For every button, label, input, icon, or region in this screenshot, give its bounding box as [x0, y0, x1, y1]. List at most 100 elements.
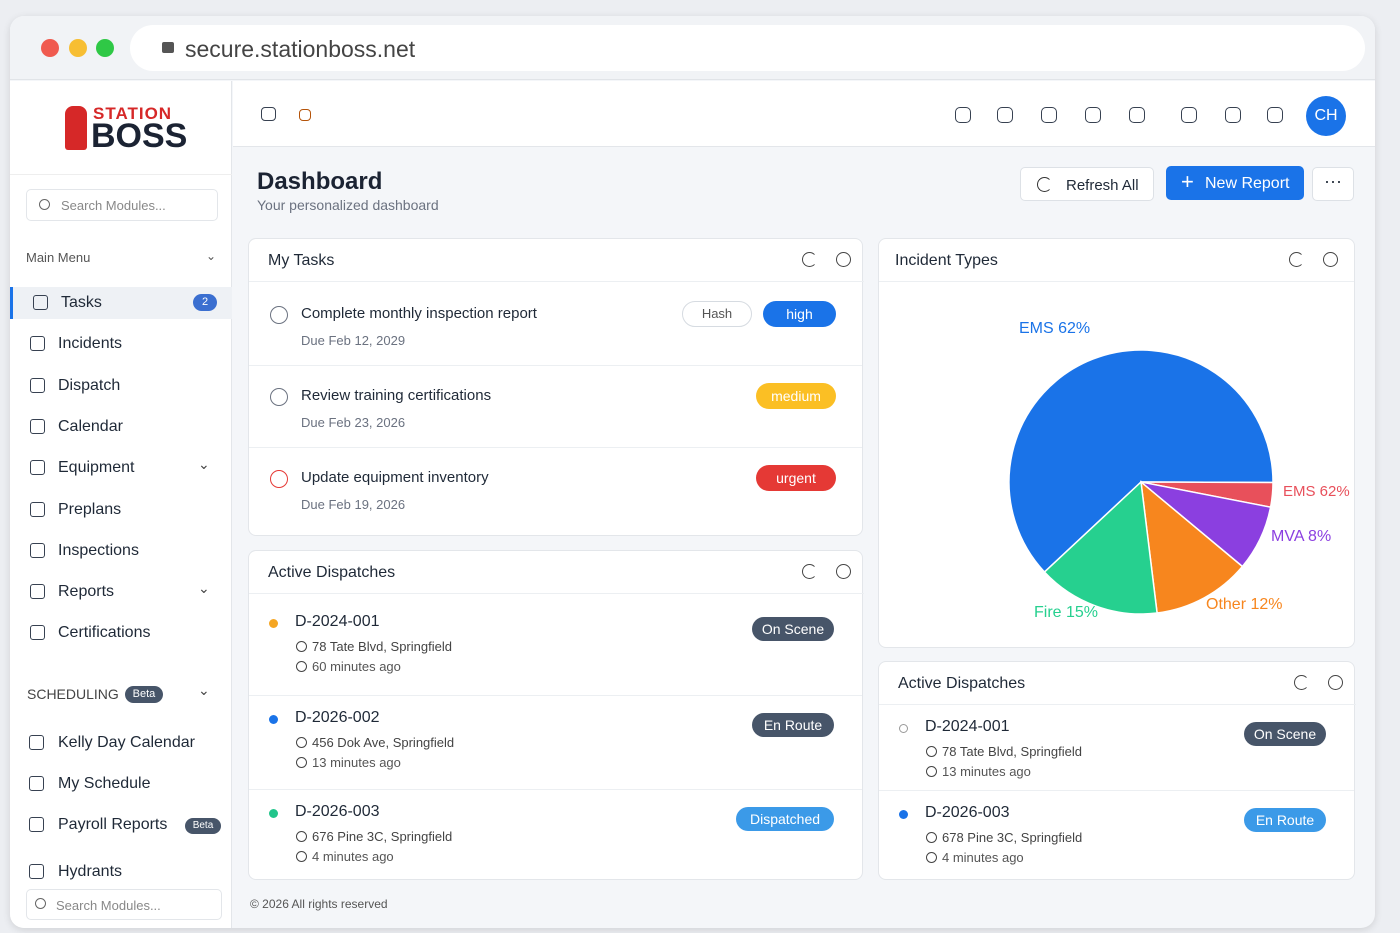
menu-item[interactable]: Inspections	[10, 535, 232, 567]
pin-icon	[296, 737, 307, 748]
status-dot	[269, 619, 278, 628]
menu-item[interactable]: Incidents	[10, 328, 232, 360]
logo-top: STATION	[93, 104, 173, 123]
status-pill[interactable]: En Route	[752, 713, 834, 737]
address-bar[interactable]: secure.stationboss.net	[130, 25, 1365, 71]
dispatch-id: D-2026-002	[295, 709, 380, 726]
section-label[interactable]: SCHEDULING	[27, 686, 119, 702]
pin-icon	[926, 832, 937, 843]
pin-icon	[296, 641, 307, 652]
settings-icon[interactable]	[836, 252, 851, 267]
menu-label: Payroll Reports	[58, 816, 168, 833]
menu-icon	[30, 542, 45, 558]
status-dot	[899, 810, 908, 819]
dispatches-card: Active Dispatches D-2024-001 78 Tate Blvd,…	[248, 550, 864, 880]
card-header	[249, 551, 864, 594]
refresh-icon[interactable]	[802, 564, 817, 579]
menu-item[interactable]: Tasks 2	[10, 287, 232, 319]
checkbox[interactable]	[270, 388, 288, 406]
lock-icon	[162, 42, 174, 53]
menu-item[interactable]: Equipment ⌄	[10, 452, 232, 484]
menu-icon	[30, 460, 45, 476]
avatar[interactable]: CH	[1306, 96, 1346, 136]
app-icon[interactable]	[299, 109, 311, 121]
main-menu[interactable]: Main Menu	[26, 250, 91, 265]
search-icon	[39, 199, 50, 210]
settings-icon[interactable]	[1328, 675, 1343, 690]
menu-item[interactable]: Dispatch	[10, 370, 232, 402]
menu-icon	[30, 336, 45, 352]
toolbar-icon[interactable]	[955, 107, 971, 123]
status-pill[interactable]: On Scene	[752, 617, 834, 641]
address: 456 Dok Ave, Springfield	[312, 735, 455, 750]
menu-item[interactable]: Calendar	[10, 411, 232, 443]
menu-item[interactable]: Hydrants	[10, 856, 232, 888]
refresh-icon[interactable]	[802, 252, 817, 267]
toolbar-icon[interactable]	[1085, 107, 1101, 123]
checkbox[interactable]	[270, 470, 288, 488]
task-title: Update equipment inventory	[301, 469, 489, 486]
status-pill[interactable]: Dispatched	[736, 807, 834, 831]
dispatch-id: D-2026-003	[295, 803, 380, 820]
pin-icon	[926, 746, 937, 757]
panel-icon[interactable]	[261, 107, 276, 121]
close-dot[interactable]	[41, 39, 59, 57]
toolbar-icon[interactable]	[1041, 107, 1057, 123]
address: 678 Pine 3C, Springfield	[942, 830, 1083, 845]
dispatch-id: D-2026-003	[925, 804, 1010, 821]
dispatch-id: D-2024-001	[295, 613, 380, 630]
divider	[249, 695, 862, 696]
menu-icon	[33, 295, 48, 310]
more-button[interactable]: ···	[1312, 167, 1354, 201]
new-report-button[interactable]: + New Report	[1166, 166, 1304, 200]
status-dot	[899, 724, 908, 733]
annotation: EMS 62%	[1283, 483, 1350, 500]
clock-icon	[296, 661, 307, 672]
slice-label: EMS 62%	[1019, 320, 1090, 337]
search-icon	[35, 898, 46, 909]
menu-icon	[29, 735, 44, 750]
checkbox[interactable]	[270, 306, 288, 324]
chevron: ⌄	[198, 456, 210, 473]
refresh-icon[interactable]	[1294, 675, 1309, 690]
chevron: ⌄	[198, 580, 210, 597]
chevron[interactable]: ⌄	[206, 249, 217, 263]
menu-item[interactable]: My Schedule	[10, 768, 232, 800]
dispatch-id: D-2024-001	[925, 718, 1010, 735]
time: 4 minutes ago	[312, 849, 394, 864]
toolbar-icon[interactable]	[1225, 107, 1241, 123]
logo-figure	[65, 106, 87, 150]
badge: 2	[193, 294, 217, 311]
task-due: Due Feb 23, 2026	[301, 415, 406, 430]
settings-icon[interactable]	[836, 564, 851, 579]
pie-slice	[1008, 349, 1274, 574]
sidebar: STATION BOSS Search Modules... Main Menu…	[10, 81, 232, 928]
status-dot	[269, 809, 278, 818]
new-report-label: New Report	[1205, 175, 1290, 192]
toolbar-icon[interactable]	[997, 107, 1013, 123]
menu-item[interactable]: Kelly Day Calendar	[10, 727, 232, 759]
toolbar-icon[interactable]	[1181, 107, 1197, 123]
card-header	[249, 239, 864, 282]
time: 13 minutes ago	[942, 764, 1031, 779]
menu-item[interactable]: Certifications	[10, 617, 232, 649]
menu-label: Kelly Day Calendar	[58, 734, 195, 751]
task-title: Review training certifications	[301, 387, 492, 404]
menu-item[interactable]: Preplans	[10, 494, 232, 526]
max-dot[interactable]	[96, 39, 114, 57]
settings-icon[interactable]	[1323, 252, 1338, 267]
menu-label: Preplans	[58, 500, 122, 518]
refresh-button[interactable]: Refresh All	[1020, 167, 1154, 201]
toolbar-icon[interactable]	[1129, 107, 1145, 123]
menu-item[interactable]: Payroll Reports Beta	[10, 809, 232, 841]
address: 78 Tate Blvd, Springfield	[942, 744, 1082, 759]
status-pill[interactable]: On Scene	[1244, 722, 1326, 746]
menu-item[interactable]: Reports ⌄	[10, 576, 232, 608]
refresh-icon[interactable]	[1289, 252, 1304, 267]
status-pill[interactable]: En Route	[1244, 808, 1326, 832]
toolbar-icon[interactable]	[1267, 107, 1283, 123]
search[interactable]: Search Modules...	[26, 189, 218, 221]
min-dot[interactable]	[69, 39, 87, 57]
bottom-search[interactable]: Search Modules...	[26, 889, 222, 920]
